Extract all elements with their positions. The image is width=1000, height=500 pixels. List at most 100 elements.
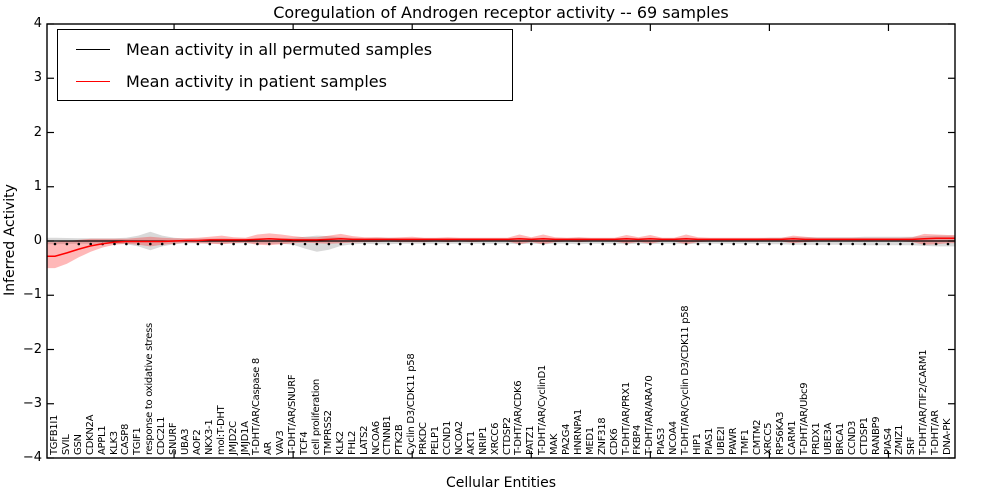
permuted-marker [410,242,414,246]
permuted-marker [803,242,807,246]
x-tick-label: JMJD2C [227,421,239,455]
permuted-marker [172,242,176,246]
permuted-marker [696,242,700,246]
patient-mean-line [46,237,956,257]
permuted-marker [934,242,938,246]
permuted-marker [684,242,688,246]
x-tick-label: JMJD1A [239,421,251,455]
permuted-marker [922,242,926,246]
permuted-marker [899,242,902,246]
permuted-marker [363,242,366,246]
x-tick-label: NCOA2 [453,421,465,455]
permuted-marker [149,242,152,246]
x-tick-label: SVIL [60,434,72,455]
legend-entry-patient: Mean activity in patient samples [66,68,504,94]
x-tick-label: SNURF [168,422,180,455]
permuted-marker [375,242,378,246]
x-tick-label: TGFB1I1 [49,414,60,455]
permuted-marker [768,242,771,246]
y-tick-label: −4 [22,450,42,465]
permuted-marker [851,242,854,246]
legend-label-patient: Mean activity in patient samples [126,71,387,91]
permuted-marker [613,242,616,246]
x-tick-label: T-DHT/AR/Cyclin D3/CDK11 p58 [680,305,692,455]
permuted-marker [446,242,450,246]
chart-title: Coregulation of Androgen receptor activi… [273,3,729,22]
permuted-marker [208,242,212,246]
permuted-marker [541,242,545,246]
x-tick-label: SRF [906,436,918,455]
x-tick-label: T-DHT/AR/CyclinD1 [537,365,549,455]
x-tick-label: PTK2B [394,424,406,455]
x-tick-label: CCND1 [441,420,453,455]
permuted-line-swatch [76,48,110,50]
permuted-marker [137,242,140,246]
y-tick-label: 2 [33,124,42,140]
x-tick-label: PIAS3 [656,427,668,455]
x-tick-label: TGIF1 [132,427,144,455]
permuted-marker [160,242,164,246]
permuted-marker [339,242,343,246]
y-tick-label: −3 [22,395,42,411]
x-tick-label: TMPRSS2 [322,410,334,455]
legend-label-permuted: Mean activity in all permuted samples [126,39,433,59]
x-tick-label: AR [263,441,275,455]
y-tick-label: 4 [33,16,42,31]
permuted-marker [887,242,890,246]
legend-entry-permuted: Mean activity in all permuted samples [66,36,504,62]
x-tick-label: CCND3 [846,420,858,455]
x-tick-label: PRDX1 [811,422,822,455]
permuted-marker [744,242,747,246]
permuted-marker [458,242,462,246]
y-tick-label: 1 [33,178,42,194]
x-tick-label: FHL2 [346,430,358,455]
x-tick-label: GSN [72,434,84,455]
x-tick-label: NCOA4 [668,421,680,455]
x-tick-label: MED1 [584,427,596,455]
permuted-marker [244,242,247,246]
permuted-marker [399,242,402,246]
x-tick-label: RANBP9 [870,416,882,455]
x-tick-label: ZMIZ1 [894,424,906,455]
x-tick-label: T-DHT/AR/Caspase 8 [251,358,263,455]
permuted-marker [660,242,664,246]
x-tick-label: TMF1 [739,429,751,455]
permuted-marker [863,242,866,246]
legend-box: Mean activity in all permuted samples Me… [57,29,513,101]
permuted-marker [53,242,57,246]
x-tick-label: KLK2 [334,431,346,455]
x-tick-label: CTNNB1 [382,415,394,455]
permuted-marker [708,242,712,246]
x-tick-label: cell proliferation [310,379,322,455]
y-tick-label: 0 [33,233,42,248]
x-tick-label: XRCC5 [763,422,775,455]
permuted-marker [720,242,724,246]
x-tick-label: TCF4 [299,431,310,455]
permuted-marker [303,242,307,246]
x-tick-label: CASP8 [120,423,132,455]
x-tick-label: UBA3 [180,428,191,455]
x-tick-label: APPL1 [96,425,108,455]
permuted-marker [625,242,628,246]
x-tick-label: NRIP1 [477,426,489,455]
x-tick-label: CDC2L1 [156,416,168,455]
x-tick-label: Cyclin D3/CDK11 p58 [406,353,418,455]
x-tick-label: CARM1 [787,420,799,455]
x-tick-label: CDK6 [608,428,620,455]
x-tick-label: NCOA6 [370,421,382,455]
permuted-marker [351,242,355,246]
permuted-marker [232,242,235,246]
y-tick-label: −1 [22,287,42,303]
permuted-marker [530,242,533,246]
x-tick-label: UBE2I [715,426,727,455]
x-tick-label: HIP1 [692,433,703,455]
x-tick-label: ZNF318 [596,417,608,455]
permuted-marker [422,242,426,246]
x-tick-label: CTDSP1 [858,417,870,455]
x-tick-label: FKBP4 [632,424,644,455]
x-tick-label: T-DHT/AR/ARA70 [644,375,656,455]
x-tick-label: response to oxidative stress [144,323,156,455]
x-tick-label: HNRNPA1 [572,409,584,455]
permuted-marker [756,242,759,246]
